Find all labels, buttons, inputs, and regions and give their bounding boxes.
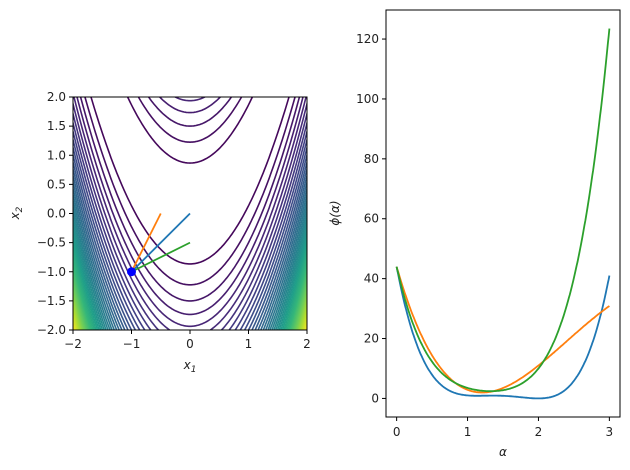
contour-line — [73, 202, 307, 330]
contour-line — [70, 0, 310, 90]
phi-tick-label: 40 — [364, 272, 379, 286]
contour-line — [73, 100, 307, 330]
contour-line — [73, 119, 307, 330]
x2-tick-label: −2.0 — [37, 323, 66, 337]
contour-line — [73, 319, 307, 330]
contour-line — [73, 97, 307, 328]
right-axes-frame — [385, 9, 621, 418]
x2-tick-label: 0.0 — [47, 207, 66, 221]
direction-segment-d2 — [130, 213, 162, 273]
contour-line — [70, 0, 310, 71]
contour-line — [70, 0, 310, 46]
contour-line — [73, 172, 307, 330]
contour-line — [73, 304, 307, 330]
contour-line — [79, 97, 301, 302]
contour-line — [70, 0, 310, 18]
phi-tick-label: 20 — [364, 332, 379, 346]
x1-tick-label: 1 — [245, 337, 253, 351]
contour-line — [70, 0, 310, 6]
contour-plot: −2 −1 0 1 2 −2.0 −1.5 −1.0 −0.5 0.0 0.5 1.0 1.5 2.0 x… — [8, 0, 311, 375]
contour-lines — [70, 0, 310, 330]
contour-line — [70, 0, 310, 12]
phi-line-plot: 0 1 2 3 0 20 40 60 80 100 120 α ϕ(α) — [328, 9, 621, 459]
contour-line — [73, 136, 307, 330]
contour-line — [70, 0, 310, 80]
x1-tick-label: 2 — [303, 337, 311, 351]
direction-segments — [127, 212, 191, 277]
alpha-tick-label: 3 — [606, 425, 614, 439]
x1-axis-label: x1 — [183, 358, 197, 375]
x1-tick-label: 0 — [186, 337, 194, 351]
contour-line — [147, 97, 233, 127]
phi-curve-d2 — [395, 266, 610, 394]
start-point-marker — [127, 267, 136, 277]
contour-line — [73, 159, 307, 330]
contour-line — [73, 151, 307, 330]
contour-line — [73, 178, 307, 330]
direction-segment-d1 — [130, 212, 191, 273]
alpha-tick-label: 2 — [535, 425, 543, 439]
x2-tick-label: −1.0 — [37, 265, 66, 279]
x2-tick-label: 1.5 — [47, 119, 66, 133]
contour-line — [126, 97, 254, 164]
contour-line — [73, 110, 307, 330]
contour-line — [73, 144, 307, 330]
alpha-tick-label: 1 — [464, 425, 472, 439]
contour-line — [90, 97, 290, 265]
x2-tick-label: 2.0 — [47, 90, 66, 104]
contour-line — [73, 185, 307, 330]
x1-tick-label: −1 — [123, 337, 141, 351]
contour-line — [76, 97, 304, 316]
contour-line — [73, 165, 307, 330]
x2-tick-label: 1.0 — [47, 148, 66, 162]
left-axis-ticks: −2 −1 0 1 2 −2.0 −1.5 −1.0 −0.5 0.0 0.5 1.0 1.5 2.0 — [37, 90, 311, 351]
x2-tick-label: −0.5 — [37, 236, 66, 250]
contour-line — [73, 191, 307, 330]
phi-axis-label: ϕ(α) — [328, 200, 342, 225]
phi-tick-label: 100 — [356, 92, 379, 106]
x1-tick-label: −2 — [64, 337, 82, 351]
phi-tick-label: 60 — [364, 212, 379, 226]
contour-line — [73, 128, 307, 330]
contour-line — [70, 0, 310, 54]
direction-segment-d3 — [131, 241, 191, 273]
contour-line — [158, 97, 222, 114]
phi-tick-label: 120 — [356, 32, 379, 46]
phi-curves — [395, 28, 611, 400]
contour-line — [70, 0, 310, 62]
contour-line — [73, 244, 307, 330]
contour-line — [137, 97, 243, 144]
phi-curve-d1 — [395, 266, 611, 400]
phi-tick-label: 80 — [364, 152, 379, 166]
alpha-tick-label: 0 — [393, 425, 401, 439]
contour-line — [173, 97, 207, 102]
contour-line — [70, 0, 310, 39]
contour-line — [70, 0, 310, 25]
contour-line — [70, 0, 310, 32]
contour-line — [73, 197, 307, 330]
contour-line — [73, 213, 307, 330]
contour-line — [84, 97, 296, 286]
x2-tick-label: 0.5 — [47, 177, 66, 191]
phi-tick-label: 0 — [371, 391, 379, 405]
phi-curve-d3 — [395, 28, 611, 393]
right-axis-ticks: 0 1 2 3 0 20 40 60 80 100 120 — [356, 32, 613, 439]
x2-axis-label: x2 — [8, 206, 25, 220]
x2-tick-label: −1.5 — [37, 294, 66, 308]
alpha-axis-label: α — [499, 445, 507, 459]
